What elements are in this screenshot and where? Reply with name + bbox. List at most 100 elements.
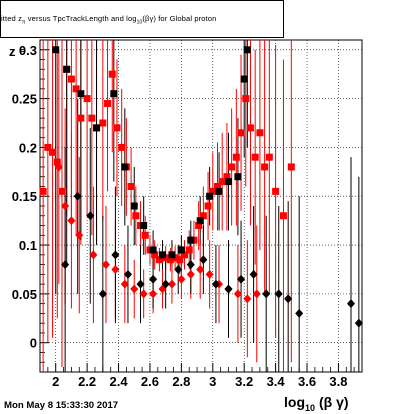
data-point-square [223,173,231,181]
data-point-square [240,75,248,83]
data-point-square [256,129,264,137]
data-point-diamond [233,289,242,299]
data-point-square [83,95,91,103]
data-point-diamond [249,269,258,279]
data-point-diamond [149,274,158,284]
data-point-diamond [174,264,183,274]
data-point-square [218,178,226,186]
data-point-diamond [347,299,356,309]
y-tick-label: 0.15 [12,189,37,204]
data-point-square [272,187,280,195]
x-tick-label: 3.8 [329,374,347,389]
data-point-diamond [224,284,233,294]
data-point-diamond [61,260,70,270]
data-point-square [132,212,140,220]
x-tick-label: 2.4 [109,374,128,389]
data-point-square [155,256,163,264]
data-point-square [39,187,47,195]
data-point-square [228,163,236,171]
data-point-square [181,251,189,259]
data-point-square [53,158,61,166]
x-axis-label: log10 (β γ) [284,394,349,413]
data-point-diamond [205,269,214,279]
x-tick-label: 2.6 [141,374,159,389]
data-point-square [44,143,52,151]
data-point-diamond [75,230,84,240]
data-point-diamond [262,289,271,299]
data-point-square [67,75,75,83]
data-point-square [113,124,121,132]
data-point-square [77,114,85,122]
data-point-square [159,251,167,259]
data-point-diamond [123,269,132,279]
data-point-square [110,90,118,98]
data-point-square [49,148,57,156]
data-point-diamond [186,260,195,270]
data-point-diamond [186,269,195,279]
data-point-square [72,85,80,93]
data-point-diamond [149,289,158,299]
data-point-square [88,114,96,122]
plot-frame [39,39,363,373]
data-point-diamond [199,255,208,265]
data-point-square [151,251,159,259]
title-part-1: itted z [1,14,22,23]
data-point-square [206,192,214,200]
data-point-square [242,95,250,103]
data-point-diamond [177,274,186,284]
data-point-square [140,222,148,230]
data-point-square [127,182,135,190]
y-tick-label: 0.3 [19,43,37,58]
data-point-square [176,256,184,264]
data-point-square [58,187,66,195]
data-point-diamond [120,279,129,289]
y-axis-label-sub: F [20,49,25,56]
data-point-diamond [139,289,148,299]
data-point-square [261,163,269,171]
data-point-diamond [237,274,246,284]
data-point-square [224,178,232,186]
data-point-square [185,246,193,254]
data-point-diamond [54,162,63,172]
y-axis-label: z [9,44,16,59]
data-point-square [232,153,240,161]
data-point-diamond [101,260,110,270]
data-point-square [166,256,174,264]
data-point-square [287,163,295,171]
data-point-diamond [211,279,220,289]
data-point-diamond [284,294,293,304]
data-point-square [279,212,287,220]
data-point-square [141,231,149,239]
data-point-square [243,46,251,54]
data-point-diamond [111,250,120,260]
timestamp-footer: Mon May 8 15:33:30 2017 [4,400,119,411]
x-tick-label: 2 [52,374,59,389]
title-subscript-10: 10 [136,19,143,26]
data-point-diamond [243,294,252,304]
data-point-square [99,119,107,127]
data-point-diamond [98,289,107,299]
data-point-square [237,129,245,137]
data-point-square [149,246,157,254]
data-point-square [108,70,116,78]
x-tick-label: 3.2 [235,374,253,389]
y-tick-label: 0.25 [12,92,37,107]
data-point-square [177,246,185,254]
x-axis-label-betagamma: (β γ) [319,394,349,410]
data-point-diamond [136,279,145,289]
data-point-square [52,46,60,54]
data-point-diamond [111,264,120,274]
data-point-square [213,182,221,190]
chart-title: itted zπ versus TpcTrackLength and log10… [1,14,216,26]
data-point-diamond [252,289,261,299]
data-point-square [187,236,195,244]
data-point-diamond [295,308,304,318]
data-point-diamond [274,289,283,299]
x-tick-label: 3 [209,374,216,389]
data-point-square [215,187,223,195]
data-point-square [118,143,126,151]
data-point-square [209,187,217,195]
data-point-diamond [161,279,170,289]
title-box: itted zπ versus TpcTrackLength and log10… [0,0,284,38]
